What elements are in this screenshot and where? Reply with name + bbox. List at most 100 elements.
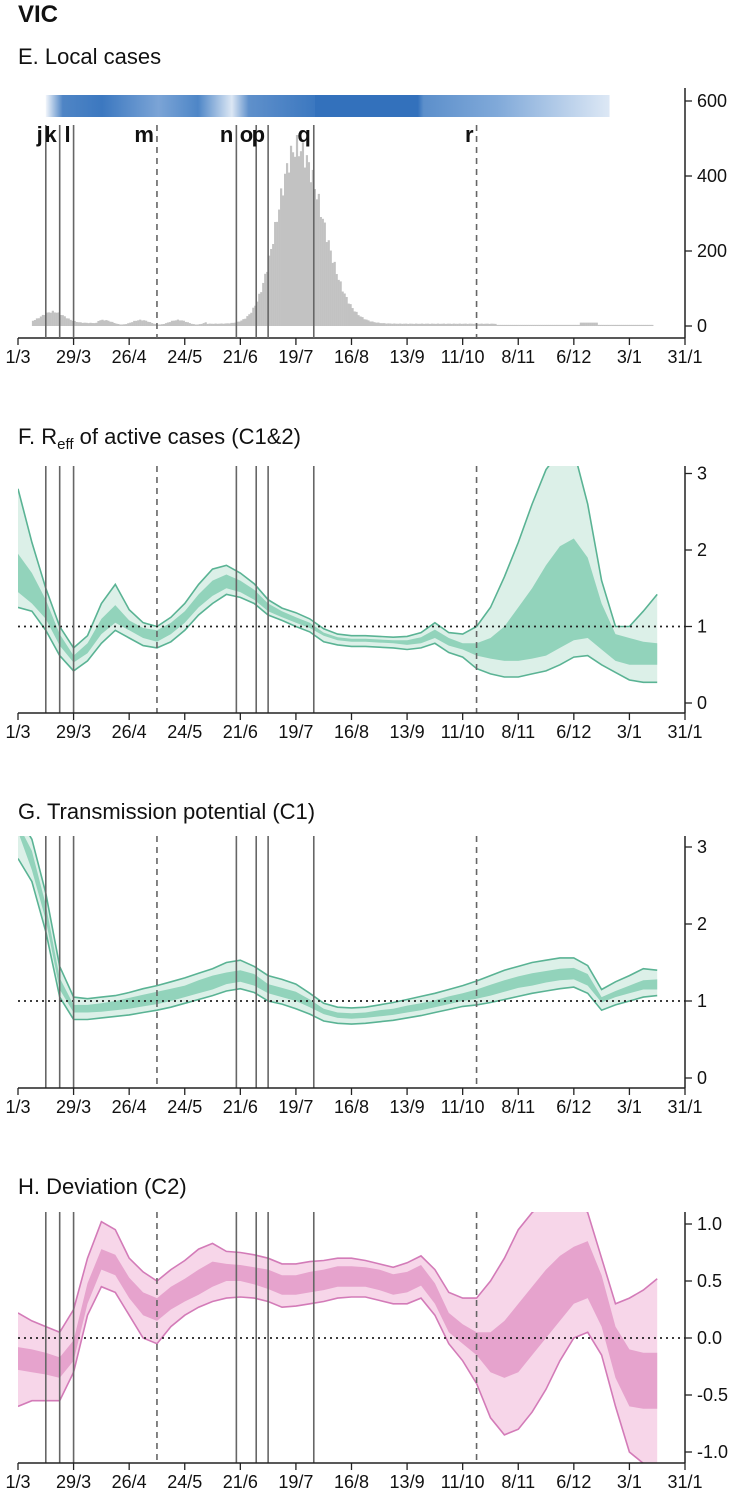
case-bar [164, 323, 168, 326]
y-tick-label: 600 [697, 91, 727, 111]
case-bar [371, 321, 374, 326]
case-bar [280, 188, 283, 326]
case-bar [387, 323, 390, 326]
x-tick-label: 3/1 [617, 347, 642, 367]
case-bar [31, 320, 35, 326]
case-bar [591, 322, 594, 327]
case-bar [172, 320, 176, 326]
x-tick-label: 31/1 [667, 1097, 702, 1117]
x-tick-label: 1/3 [5, 722, 30, 742]
case-bar [311, 169, 314, 326]
case-bar [137, 320, 140, 326]
case-bar [407, 323, 410, 326]
case-bar [79, 322, 82, 326]
case-bar [415, 323, 418, 326]
case-bar [109, 321, 112, 326]
x-tick-label: 13/9 [390, 1472, 425, 1492]
case-bar [367, 320, 370, 326]
case-bar [577, 324, 580, 327]
case-bar [145, 320, 148, 326]
case-bar [438, 323, 442, 326]
case-bar [244, 318, 247, 326]
case-bar [315, 199, 318, 326]
case-bar [49, 312, 52, 326]
case-bar [466, 323, 469, 326]
case-bar [548, 324, 551, 327]
x-tick-label: 1/3 [5, 347, 30, 367]
case-bar [405, 323, 408, 326]
case-bar [603, 324, 606, 327]
x-tick-label: 13/9 [390, 1097, 425, 1117]
event-label-q: q [297, 122, 310, 147]
case-bar [212, 323, 215, 326]
case-bar [240, 320, 243, 326]
y-tick-label: 2 [697, 914, 707, 934]
y-tick-label: 200 [697, 241, 727, 261]
case-bar [540, 324, 543, 327]
case-bar [303, 167, 307, 326]
x-tick-label: 19/7 [278, 347, 313, 367]
case-bar [289, 145, 293, 326]
case-bar [236, 321, 239, 326]
case-bar [196, 324, 199, 326]
testing-intensity-band [45, 95, 610, 117]
case-bar [546, 324, 549, 327]
case-bar [649, 324, 652, 327]
case-bar [458, 323, 461, 326]
case-bar [532, 324, 535, 327]
case-bar [478, 323, 481, 326]
x-tick-label: 26/4 [112, 722, 147, 742]
case-bar [607, 324, 610, 327]
case-bar [321, 218, 324, 326]
case-bar [434, 323, 438, 326]
case-bar [319, 216, 322, 326]
case-bar [565, 324, 569, 327]
interval-50-band [19, 836, 658, 1019]
x-tick-label: 29/3 [56, 1097, 91, 1117]
case-bar [561, 324, 565, 327]
case-bar [571, 324, 575, 327]
y-tick-label: 1.0 [697, 1214, 722, 1234]
event-label-k: k [44, 122, 57, 147]
case-bar [73, 320, 76, 326]
x-tick-label: 31/1 [667, 347, 702, 367]
case-bar [347, 303, 350, 326]
case-bar [524, 324, 527, 327]
case-bar [488, 323, 491, 326]
x-tick-label: 8/11 [501, 722, 535, 742]
case-bar [307, 162, 311, 326]
case-bar [357, 315, 360, 326]
case-bar [440, 323, 444, 326]
case-bar [492, 323, 495, 326]
case-bar [536, 324, 539, 327]
case-bar [156, 324, 160, 326]
case-bar [61, 315, 64, 326]
case-bar [349, 304, 352, 326]
case-bar [268, 255, 271, 326]
case-bar [67, 318, 70, 326]
case-bar [139, 319, 142, 326]
case-bar [557, 324, 561, 327]
y-tick-label: 3 [697, 464, 707, 484]
case-bar [462, 323, 465, 326]
case-bar [309, 182, 312, 326]
case-bar [448, 323, 451, 326]
case-bar [65, 318, 68, 326]
case-bar [500, 324, 503, 327]
case-bar [272, 244, 275, 326]
case-bar [178, 320, 181, 326]
x-tick-label: 31/1 [667, 722, 702, 742]
case-bar [111, 321, 114, 326]
case-bar [432, 323, 436, 326]
x-tick-label: 6/12 [556, 347, 591, 367]
case-bar [295, 135, 299, 326]
panel-f-title-suffix: of active cases (C1&2) [74, 424, 301, 449]
case-bar [270, 248, 273, 326]
case-bar [474, 323, 477, 326]
case-bar [538, 324, 541, 327]
event-label-n: n [220, 122, 233, 147]
case-bar [450, 323, 453, 326]
case-bar [403, 323, 406, 326]
